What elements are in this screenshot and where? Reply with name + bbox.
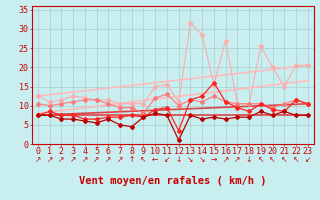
Text: ↖: ↖: [258, 155, 264, 164]
Text: ↙: ↙: [305, 155, 311, 164]
Text: ↙: ↙: [164, 155, 170, 164]
Text: ↖: ↖: [269, 155, 276, 164]
Text: ↓: ↓: [246, 155, 252, 164]
Text: ↓: ↓: [175, 155, 182, 164]
Text: ↑: ↑: [129, 155, 135, 164]
Text: ↗: ↗: [46, 155, 53, 164]
X-axis label: Vent moyen/en rafales ( km/h ): Vent moyen/en rafales ( km/h ): [79, 176, 267, 186]
Text: ↗: ↗: [105, 155, 111, 164]
Text: ↖: ↖: [140, 155, 147, 164]
Text: ↗: ↗: [222, 155, 229, 164]
Text: ←: ←: [152, 155, 158, 164]
Text: ↖: ↖: [281, 155, 287, 164]
Text: ↗: ↗: [234, 155, 241, 164]
Text: ↗: ↗: [93, 155, 100, 164]
Text: ↗: ↗: [117, 155, 123, 164]
Text: ↘: ↘: [187, 155, 194, 164]
Text: ↗: ↗: [82, 155, 88, 164]
Text: ↗: ↗: [70, 155, 76, 164]
Text: ↘: ↘: [199, 155, 205, 164]
Text: ↗: ↗: [35, 155, 41, 164]
Text: ↖: ↖: [293, 155, 299, 164]
Text: ↗: ↗: [58, 155, 65, 164]
Text: →: →: [211, 155, 217, 164]
